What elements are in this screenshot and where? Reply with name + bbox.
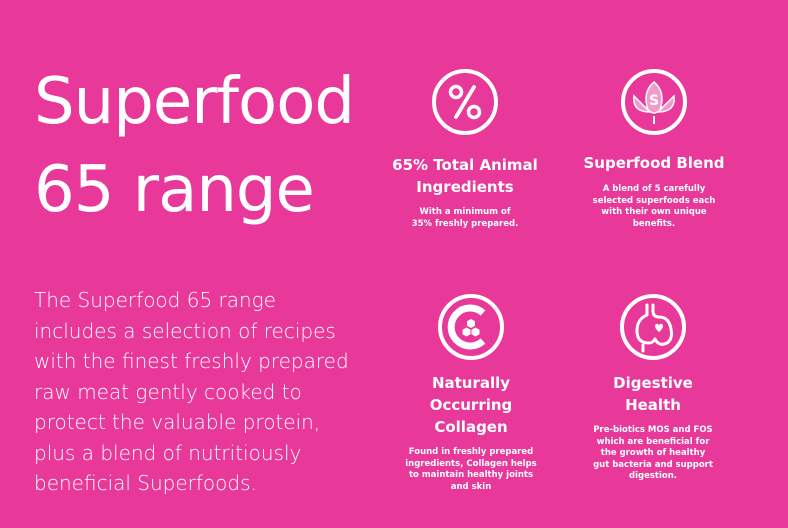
- percent-icon: [432, 69, 498, 135]
- feature-body-line: A blend of 5 carefully: [602, 184, 706, 194]
- feature-body-line: the growth of healthy: [600, 448, 706, 458]
- feature-body: With a minimum of 35% freshly prepared.: [385, 207, 545, 230]
- feature-title: Naturally Occurring Collagen: [391, 372, 551, 438]
- description-line: includes a selection of recipes: [34, 318, 336, 343]
- description-line: raw meat gently cooked to: [34, 379, 302, 404]
- feature-body: A blend of 5 carefully selected superfoo…: [574, 184, 734, 230]
- stomach-heart-icon: [620, 294, 686, 360]
- description-line: The Superfood 65 range: [34, 288, 276, 312]
- page-title: Superfood 65 range: [34, 58, 355, 234]
- feature-body-line: digestion.: [628, 471, 677, 481]
- feature-title-line: Health: [625, 396, 681, 414]
- feature-body-line: Pre-biotics MOS and FOS: [593, 425, 713, 435]
- feature-title-line: Occurring: [429, 396, 513, 414]
- title-line-2: 65 range: [34, 153, 315, 227]
- feature-body-line: gut bacteria and support: [593, 459, 713, 470]
- feature-body-line: With a minimum of: [419, 207, 511, 217]
- feature-title: Superfood Blend: [574, 152, 734, 174]
- feature-title: Digestive Health: [573, 372, 733, 416]
- feature-title-line: Superfood Blend: [583, 154, 725, 172]
- title-line-1: Superfood: [34, 65, 355, 139]
- description-line: plus a blend of nutritiously: [34, 440, 302, 465]
- description-line: beneficial Superfoods.: [34, 471, 257, 495]
- feature-body-line: and skin: [450, 481, 492, 492]
- description-line: with the finest freshly prepared: [34, 349, 349, 373]
- feature-body-line: selected superfoods each: [592, 195, 716, 206]
- s-glyph: S: [649, 93, 659, 109]
- feature-animal-ingredients: 65% Total Animal Ingredients With a mini…: [385, 68, 545, 230]
- range-description: The Superfood 65 range includes a select…: [34, 285, 394, 499]
- feature-title-line: Naturally: [431, 374, 511, 392]
- feature-body-line: to maintain healthy joints: [408, 470, 534, 480]
- feature-collagen: Naturally Occurring Collagen Found in fr…: [391, 293, 551, 493]
- description-line: protect the valuable protein,: [34, 410, 321, 434]
- feature-body-line: ingredients, Collagen helps: [405, 458, 537, 469]
- feature-title-line: Digestive: [613, 374, 693, 392]
- feature-title: 65% Total Animal Ingredients: [385, 154, 545, 198]
- lotus-s-icon: S: [621, 69, 687, 135]
- feature-title-line: Ingredients: [416, 178, 514, 196]
- feature-body: Pre-biotics MOS and FOS which are benefi…: [573, 425, 733, 483]
- collagen-c-icon: [438, 294, 504, 360]
- feature-body-line: 35% freshly prepared.: [411, 218, 519, 229]
- feature-title-line: Collagen: [434, 418, 508, 436]
- feature-body-line: which are beneficial for: [596, 436, 710, 447]
- feature-body-line: with their own unique: [601, 207, 707, 217]
- feature-body: Found in freshly prepared ingredients, C…: [391, 447, 551, 493]
- feature-superfood-blend: S Superfood Blend A blend of 5 carefully…: [574, 68, 734, 230]
- feature-body-line: benefits.: [632, 218, 676, 229]
- feature-title-line: 65% Total Animal: [392, 156, 538, 174]
- feature-digestive-health: Digestive Health Pre-biotics MOS and FOS…: [573, 293, 733, 483]
- feature-body-line: Found in freshly prepared: [408, 447, 534, 457]
